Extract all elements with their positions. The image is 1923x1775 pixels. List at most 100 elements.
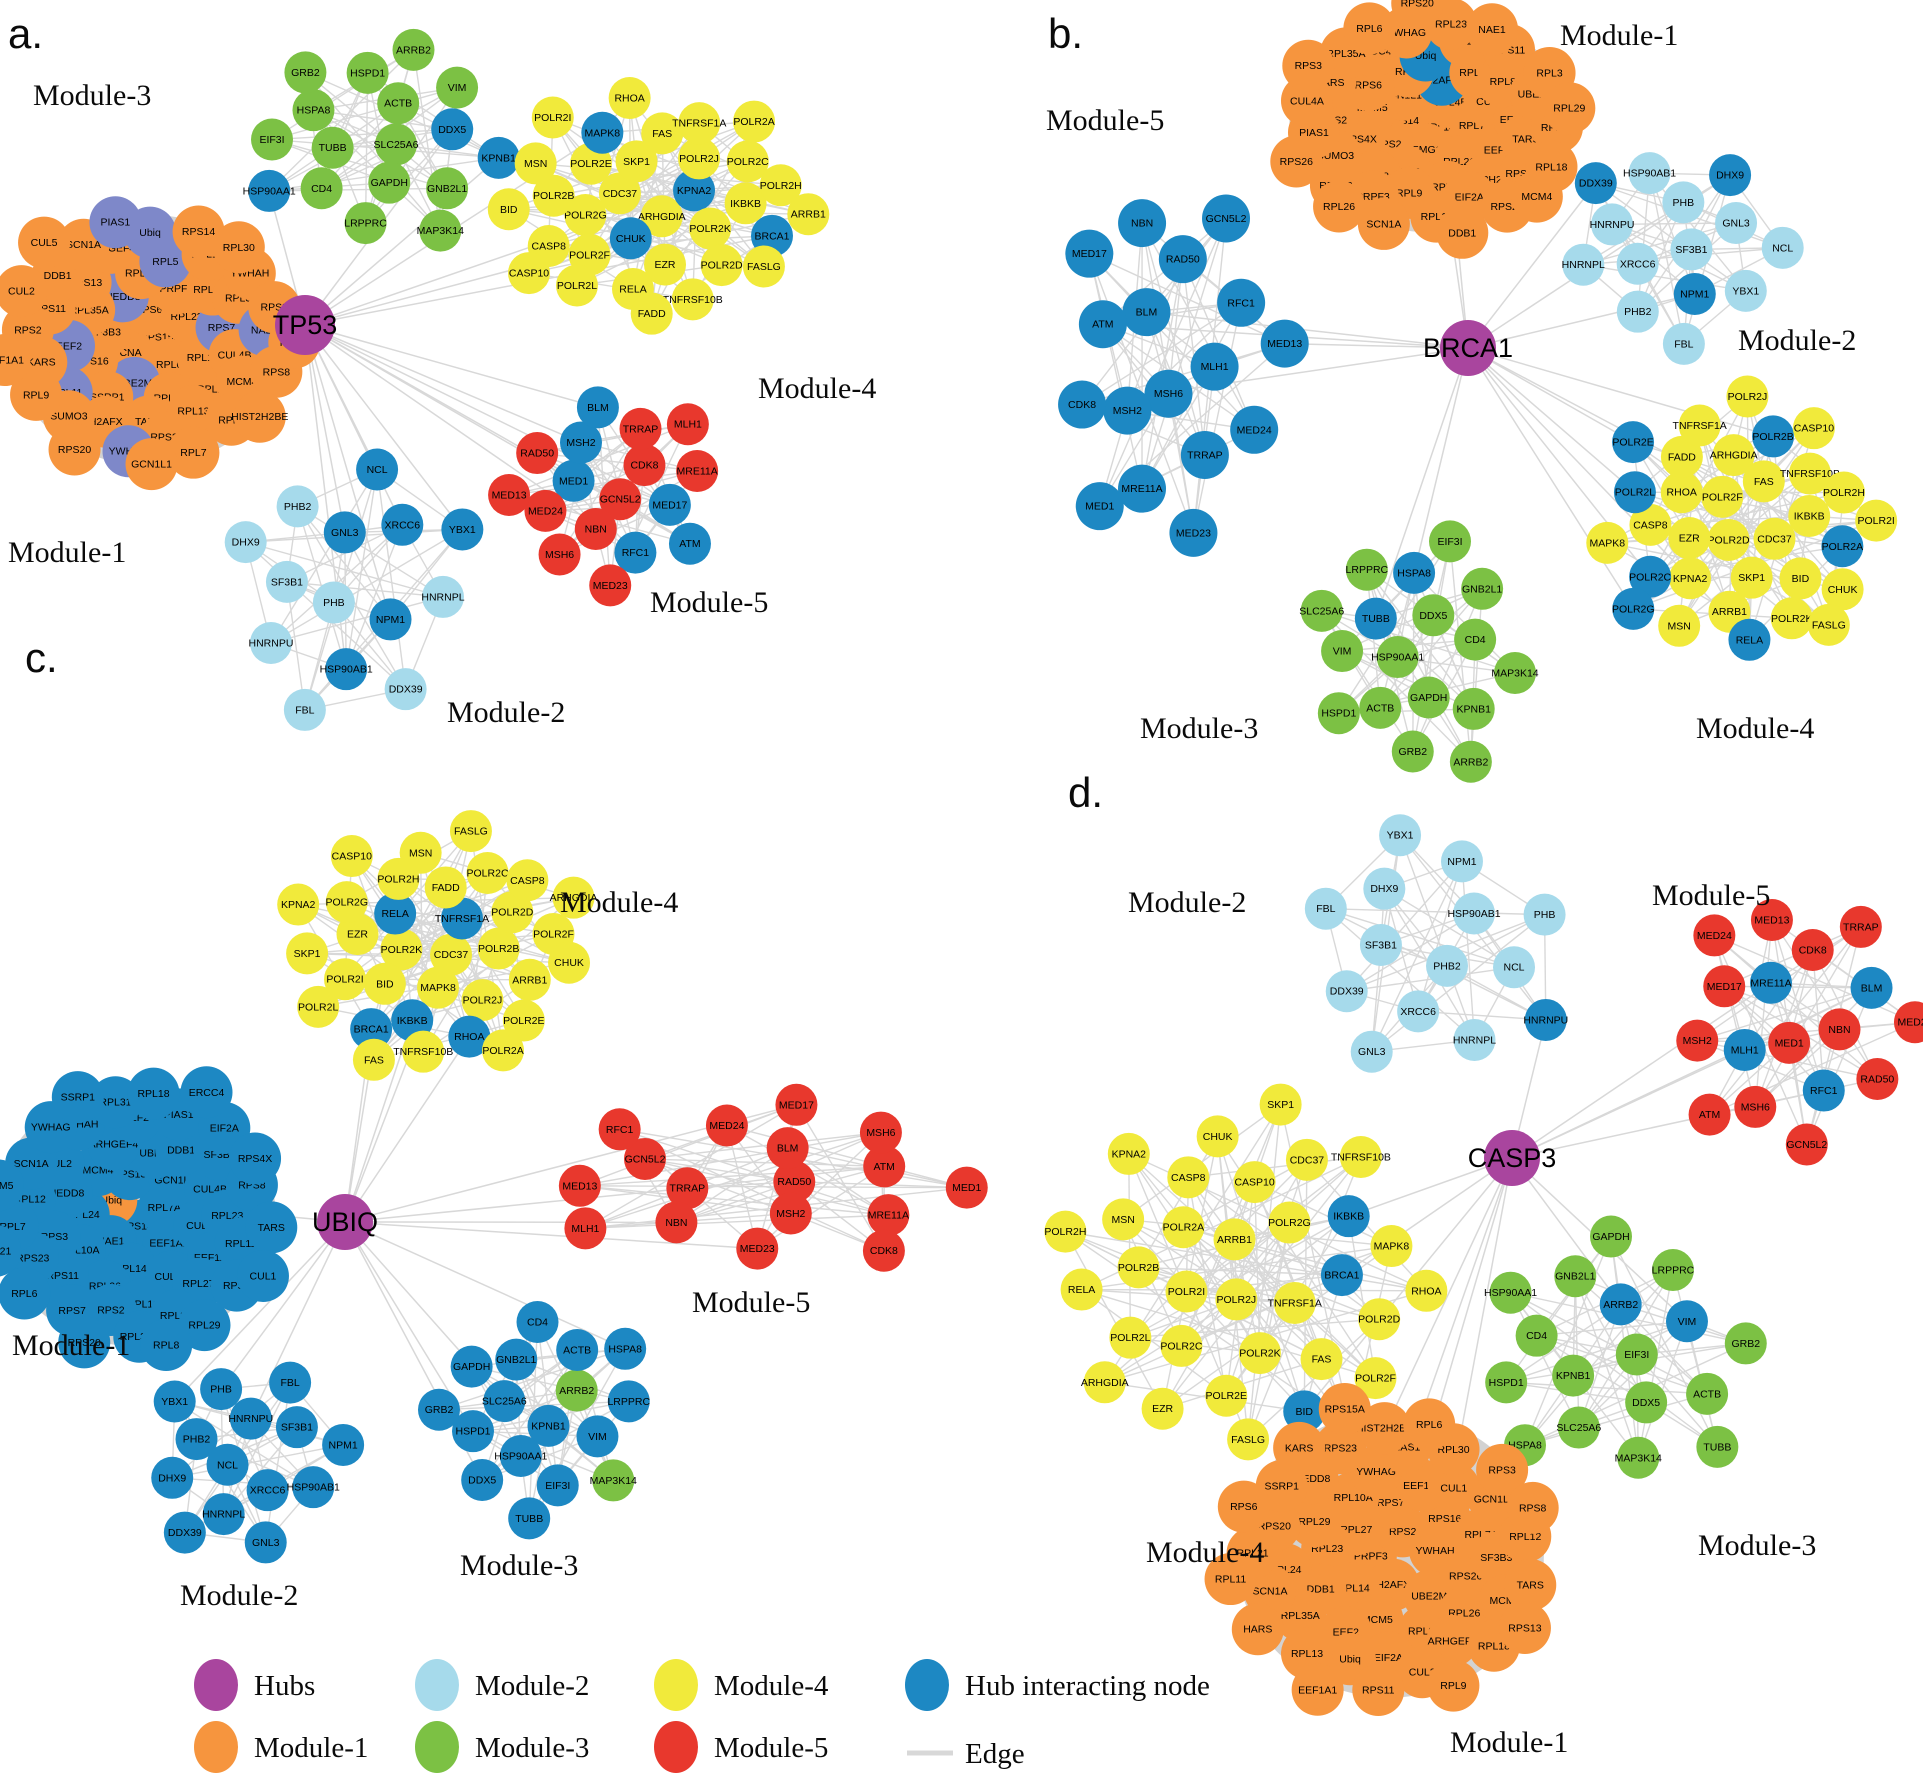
node-circle [598, 172, 641, 215]
hub-edge [304, 324, 463, 530]
node-label: MSN [409, 847, 432, 859]
node-NBN: NBN [574, 507, 617, 550]
node-HNRNPU: HNRNPU [1590, 203, 1634, 246]
node-circle [1044, 1210, 1087, 1253]
node-label: HIST2H2BE [231, 411, 288, 423]
nodes-layer: CDC37 POLR2K TNFRSF1A MAPK8 RELA POLR2B BID FAD… [0, 810, 988, 1564]
edge [1806, 987, 1873, 1145]
node-label: EIF2A [1455, 192, 1484, 204]
node-label: TARS [258, 1222, 285, 1234]
node-label: MAP3K14 [417, 225, 464, 237]
node-MED23: MED23 [736, 1227, 779, 1270]
node-RPL7: RPL7 [167, 426, 220, 479]
node-circle [1453, 1018, 1496, 1061]
node-circle [1612, 421, 1655, 464]
node-label: RPL35A [1326, 48, 1365, 60]
node-label: RPL6 [1416, 1419, 1442, 1431]
node-RPS26: RPS26 [1270, 135, 1323, 188]
panel-b: b.RPL14RPS14CUL4BEMG1GCN1L1RPL7ARPS2H2AF… [1046, 0, 1898, 783]
node-circle [0, 1225, 22, 1277]
hub-edge [1467, 347, 1843, 547]
node-circle [608, 77, 651, 120]
node-circle [477, 927, 520, 970]
node-POLR2D: POLR2D [491, 891, 534, 934]
node-circle [559, 421, 602, 464]
edge [297, 505, 392, 620]
edge [585, 1131, 882, 1229]
node-circle [1213, 1218, 1256, 1261]
node-HSP90AB1: HSP90AB1 [287, 1466, 340, 1509]
node-HNRNPU: HNRNPU [249, 622, 293, 665]
legend-item-hub-interacting-node: Hub interacting node [905, 1659, 1210, 1711]
node-label: POLR2B [1752, 431, 1793, 443]
node-circle [1204, 1553, 1257, 1606]
node-circle [1313, 180, 1366, 233]
node-label: HNRNPL [1453, 1034, 1496, 1046]
edge [1648, 172, 1685, 345]
node-PHB: PHB [1662, 181, 1705, 224]
node-label: LRPPRC [1346, 564, 1389, 576]
node-circle [1660, 471, 1703, 514]
node-label: RPL18 [1535, 161, 1567, 173]
node-POLR2G: POLR2G [325, 881, 368, 924]
node-CDC37: CDC37 [1285, 1138, 1328, 1181]
node-circle [736, 1227, 779, 1270]
edge [1141, 218, 1227, 489]
edge [245, 541, 444, 598]
node-label: MED23 [740, 1243, 775, 1255]
edge [1697, 987, 1872, 1042]
legend-swatch [194, 1659, 238, 1711]
node-POLR2G: POLR2G [1268, 1201, 1311, 1244]
node-label: Ubiq [139, 227, 161, 239]
module-label-c-module-2: Module-2 [180, 1579, 298, 1612]
node-POLR2B: POLR2B [532, 174, 575, 217]
node-circle [384, 668, 427, 711]
edge [1746, 396, 1751, 640]
node-label: KPNA2 [281, 899, 316, 911]
node-VIM: VIM [436, 66, 479, 109]
node-ARRB1: ARRB1 [787, 193, 830, 236]
node-POLR2K: POLR2K [689, 207, 732, 250]
node-circle [1393, 551, 1436, 594]
edge [1724, 985, 1872, 989]
node-label: ACTB [1366, 702, 1394, 714]
node-HSPD1: HSPD1 [346, 51, 389, 94]
node-label: POLR2L [298, 1001, 338, 1013]
node-NCL: NCL [1493, 946, 1536, 989]
node-circle [284, 51, 327, 94]
node-label: YWHAG [1386, 27, 1426, 39]
node-circle [1724, 269, 1767, 312]
edge [270, 528, 463, 644]
node-label: EZR [655, 259, 676, 271]
node-circle [532, 174, 575, 217]
edge [269, 187, 448, 192]
nodes-layer: RPL14RPS14CUL4BEMG1GCN1L1RPL7ARPS2H2AFXR… [1058, 0, 1898, 783]
node-circle [1625, 1381, 1668, 1424]
node-TRRAP: TRRAP [1839, 905, 1882, 948]
hub-edge [250, 1221, 346, 1419]
edge [1321, 610, 1516, 674]
node-label: TARS [1517, 1580, 1544, 1592]
node-GNB2L1: GNB2L1 [426, 167, 469, 210]
node-circle [206, 1443, 249, 1486]
node-HSPA8: HSPA8 [292, 89, 335, 132]
node-label: CDK8 [870, 1245, 898, 1257]
node-circle [1354, 1357, 1397, 1400]
node-label: HSPD1 [455, 1426, 490, 1438]
node-label: XRCC6 [1620, 258, 1656, 270]
node-BLM: BLM [576, 386, 619, 429]
node-circle [488, 474, 531, 517]
node-CUL2: CUL2 [0, 265, 48, 318]
node-POLR2G: POLR2G [1612, 587, 1655, 630]
node-VIM: VIM [576, 1415, 619, 1458]
node-label: CUL2 [1409, 1667, 1436, 1679]
edge [585, 1104, 797, 1229]
node-label: MLH1 [1201, 361, 1229, 373]
node-label: POLR2G [1612, 603, 1655, 615]
node-label: XRCC6 [250, 1485, 286, 1497]
module-label-d-module-3: Module-3 [1698, 1529, 1816, 1562]
node-SLC25A6: SLC25A6 [374, 123, 419, 166]
node-label: MAPK8 [1589, 537, 1625, 549]
hub-edge [1467, 347, 1634, 610]
node-RPL8: RPL8 [140, 1318, 193, 1371]
